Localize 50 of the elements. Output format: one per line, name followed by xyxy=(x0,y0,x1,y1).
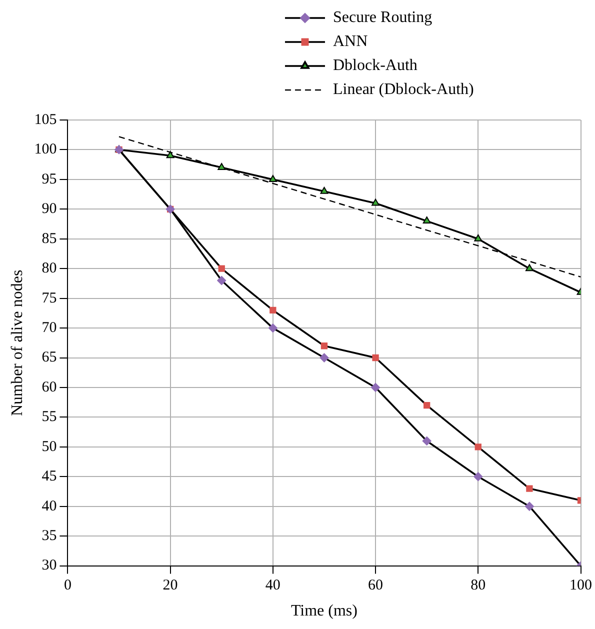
point xyxy=(372,198,380,206)
point xyxy=(422,216,431,224)
x-tick-label: 20 xyxy=(162,578,178,594)
point xyxy=(268,174,277,182)
legend-label: Dblock-Auth xyxy=(333,57,418,74)
point xyxy=(474,472,483,482)
point xyxy=(422,436,432,446)
y-tick-label: 100 xyxy=(34,142,57,158)
point xyxy=(524,502,534,511)
point xyxy=(474,234,482,242)
y-tick-label: 55 xyxy=(42,409,57,426)
x-tick-label: 80 xyxy=(470,578,486,594)
x-tick-label: 0 xyxy=(64,578,72,594)
point xyxy=(371,382,380,392)
y-tick-label: 75 xyxy=(42,290,57,306)
point xyxy=(218,265,225,272)
y-tick-label: 65 xyxy=(42,350,57,366)
y-tick-label: 35 xyxy=(42,528,57,544)
point xyxy=(525,264,534,272)
y-tick-label: 80 xyxy=(42,260,57,277)
legend-label: ANN xyxy=(333,33,368,50)
x-tick-label: 60 xyxy=(368,578,384,594)
point xyxy=(320,353,329,362)
point xyxy=(268,324,278,333)
point xyxy=(270,306,276,314)
x-tick-label: 100 xyxy=(570,578,592,594)
point xyxy=(526,485,533,492)
point xyxy=(372,354,379,362)
point xyxy=(320,342,328,350)
y-tick-label: 70 xyxy=(42,320,57,336)
y-tick-label: 90 xyxy=(42,201,57,218)
y-tick-label: 30 xyxy=(42,558,57,574)
x-axis-title: Time (ms) xyxy=(290,602,358,620)
point xyxy=(218,163,226,170)
x-tick-label: 40 xyxy=(265,578,280,594)
y-tick-label: 95 xyxy=(42,171,57,188)
point xyxy=(217,276,226,285)
y-tick-label: 85 xyxy=(42,230,57,247)
y-tick-label: 60 xyxy=(42,379,57,396)
point xyxy=(474,444,482,450)
y-tick-label: 40 xyxy=(42,498,57,514)
point xyxy=(166,151,174,158)
legend-label: Linear (Dblock-Auth) xyxy=(333,81,474,98)
point xyxy=(424,402,430,409)
y-tick-label: 50 xyxy=(42,438,57,455)
y-axis-title: Number of alive nodes xyxy=(8,270,26,416)
point xyxy=(320,186,328,194)
legend-label: Secure Routing xyxy=(333,9,432,26)
y-tick-label: 45 xyxy=(42,468,57,485)
y-tick-label: 105 xyxy=(34,112,57,128)
